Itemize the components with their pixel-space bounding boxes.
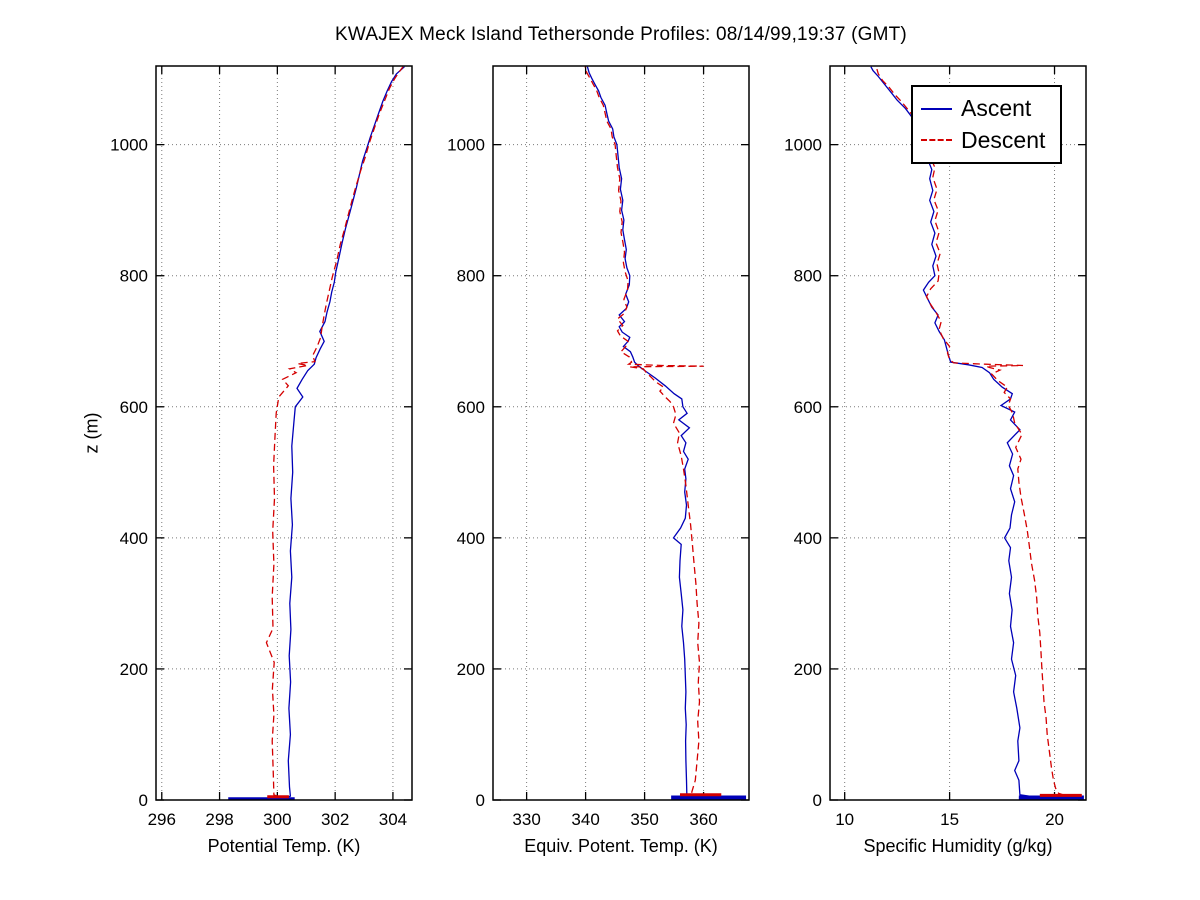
y-tick-label: 0: [476, 791, 485, 810]
x-tick-label: 20: [1045, 810, 1064, 829]
chart-title: KWAJEX Meck Island Tethersonde Profiles:…: [335, 24, 907, 45]
y-tick-label: 600: [120, 398, 148, 417]
x-tick-label: 350: [630, 810, 658, 829]
x-tick-label: 10: [835, 810, 854, 829]
ascent-line-sample: [921, 107, 952, 110]
series-group: [228, 66, 405, 800]
x-tick-label: 302: [321, 810, 349, 829]
descent-profile-line: [265, 66, 404, 800]
y-tick-label: 1000: [447, 136, 485, 155]
x-tick-label: 300: [263, 810, 291, 829]
legend-item-ascent: Ascent: [921, 97, 1052, 120]
y-tick-label: 0: [139, 791, 148, 810]
profile-panel-1: 296 298 300 302 304 0 200 400 600 800 1000: [110, 65, 413, 829]
legend-label-descent: Descent: [961, 126, 1046, 153]
y-tick-label: 200: [120, 660, 148, 679]
ascent-profile-line: [870, 66, 1080, 800]
legend: Ascent Descent: [911, 85, 1062, 164]
descent-profile-line: [584, 66, 705, 800]
y-tick-label: 800: [794, 267, 822, 286]
x-tick-label: 298: [205, 810, 233, 829]
y-tick-label: 800: [120, 267, 148, 286]
series-group: [584, 66, 747, 800]
x-axis-label-specific-humidity: Specific Humidity (g/kg): [863, 836, 1053, 856]
y-tick-label: 400: [794, 529, 822, 548]
panel-border: [492, 65, 750, 801]
y-tick-label: 0: [813, 791, 822, 810]
x-tick-label: 296: [148, 810, 176, 829]
y-tick-label: 1000: [110, 136, 148, 155]
series-group: [870, 66, 1084, 800]
y-tick-label: 1000: [784, 136, 822, 155]
y-tick-label: 800: [457, 267, 485, 286]
ascent-profile-line: [586, 66, 702, 800]
legend-label-ascent: Ascent: [961, 95, 1032, 122]
y-tick-label: 200: [457, 660, 485, 679]
x-tick-label: 340: [571, 810, 599, 829]
y-tick-label: 600: [457, 398, 485, 417]
x-tick-label: 304: [379, 810, 407, 829]
panel-border: [155, 65, 413, 801]
x-tick-label: 15: [940, 810, 959, 829]
y-tick-label: 200: [794, 660, 822, 679]
y-tick-label: 600: [794, 398, 822, 417]
ascent-profile-line: [229, 66, 405, 800]
profile-panel-2: 330 340 350 360 0 200 400 600 800 1000: [447, 65, 750, 829]
y-tick-label: 400: [457, 529, 485, 548]
panel-border: [829, 65, 1087, 801]
y-tick-label: 400: [120, 529, 148, 548]
x-axis-label-equiv-potent-temp: Equiv. Potent. Temp. (K): [524, 836, 718, 856]
descent-profile-line: [875, 66, 1078, 800]
y-axis-label: z (m): [81, 412, 102, 454]
x-tick-label: 330: [512, 810, 540, 829]
descent-line-sample: [921, 139, 952, 142]
x-axis-label-potential-temp: Potential Temp. (K): [207, 836, 361, 856]
legend-item-descent: Descent: [921, 126, 1052, 153]
x-tick-label: 360: [689, 810, 717, 829]
